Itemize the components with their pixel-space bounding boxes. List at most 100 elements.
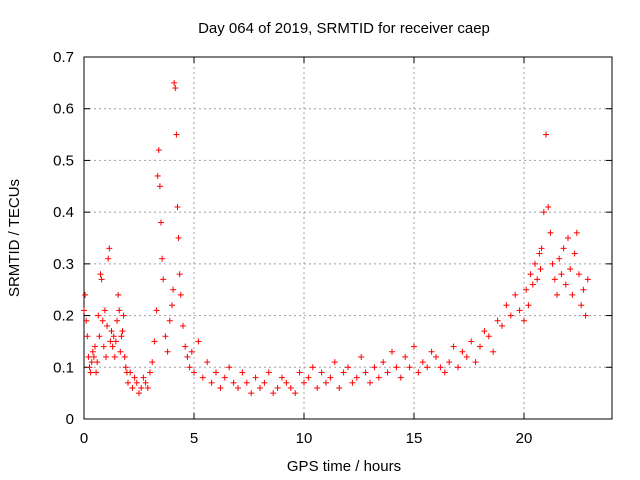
data-point (169, 302, 175, 309)
data-point (512, 291, 519, 298)
data-point (556, 255, 563, 262)
y-tick-label: 0.3 (53, 256, 74, 273)
data-point (287, 384, 294, 391)
data-point (406, 364, 413, 371)
data-point (108, 328, 115, 335)
data-point (477, 343, 483, 350)
data-point (358, 353, 365, 360)
data-point (121, 353, 128, 360)
data-point (151, 338, 158, 345)
data-point (115, 291, 122, 298)
data-point (182, 343, 189, 350)
data-point (158, 219, 164, 226)
data-point (104, 322, 111, 329)
data-point (554, 291, 560, 298)
data-point (516, 307, 523, 314)
data-point (545, 203, 552, 210)
data-point (171, 79, 178, 86)
data-point (87, 369, 94, 376)
data-point (84, 333, 91, 340)
data-point (283, 379, 290, 386)
data-point (149, 359, 156, 366)
data-point (525, 302, 532, 309)
data-point (301, 379, 307, 386)
data-point (142, 379, 149, 386)
y-tick-label: 0.2 (53, 308, 74, 325)
data-point (499, 322, 505, 329)
data-point (481, 328, 488, 335)
data-point (93, 369, 100, 376)
data-point (138, 384, 145, 391)
data-point (112, 338, 119, 345)
y-tick-label: 0.6 (53, 101, 74, 118)
data-point (323, 379, 329, 386)
data-point (243, 379, 250, 386)
data-point (208, 379, 215, 386)
data-points (81, 79, 591, 397)
data-point (584, 276, 591, 283)
y-tick-label: 0.4 (53, 204, 74, 221)
data-point (331, 359, 338, 366)
data-point (494, 317, 501, 324)
data-point (97, 271, 104, 278)
data-point (314, 384, 321, 391)
data-point (441, 369, 448, 376)
data-point (111, 353, 118, 360)
data-point (226, 364, 233, 371)
data-point (578, 302, 585, 309)
data-point (380, 359, 387, 366)
data-point (411, 343, 417, 350)
data-point (186, 364, 193, 371)
x-tick-label: 15 (406, 430, 423, 447)
grid-lines (84, 57, 612, 419)
data-point (217, 384, 224, 391)
data-point (109, 343, 116, 350)
data-point (503, 302, 510, 309)
data-point (468, 338, 475, 345)
y-tick-label: 0.5 (53, 152, 74, 169)
data-point (567, 266, 574, 273)
data-point (362, 369, 369, 376)
data-point (118, 333, 125, 340)
data-point (221, 374, 228, 381)
data-point (270, 390, 277, 397)
data-point (485, 333, 492, 340)
data-point (117, 348, 124, 355)
data-point (105, 255, 112, 262)
data-point (389, 348, 395, 355)
data-point (536, 250, 543, 257)
data-point (164, 348, 171, 355)
data-point (562, 281, 569, 288)
data-point (153, 307, 160, 314)
data-point (95, 312, 102, 319)
data-point (155, 147, 162, 154)
data-point (367, 379, 373, 386)
data-point (235, 384, 241, 391)
data-point (122, 364, 129, 371)
data-point (100, 343, 107, 350)
data-point (86, 364, 93, 371)
data-point (188, 348, 195, 355)
plot-frame (83, 56, 613, 420)
data-point (83, 317, 90, 324)
data-point (547, 229, 554, 236)
data-point (129, 384, 136, 391)
data-point (160, 276, 167, 283)
data-point (136, 390, 142, 397)
data-point (120, 312, 127, 319)
y-tick-label: 0.1 (53, 359, 74, 376)
data-point (296, 369, 303, 376)
data-point (175, 235, 182, 241)
data-point (565, 235, 571, 241)
data-point (527, 271, 534, 278)
data-point (424, 364, 431, 371)
data-point (106, 245, 113, 252)
data-point (428, 348, 435, 355)
data-point (538, 245, 545, 252)
data-point (88, 359, 95, 366)
data-point (261, 379, 268, 386)
data-point (90, 353, 97, 360)
data-point (172, 85, 179, 92)
data-point (529, 281, 536, 288)
